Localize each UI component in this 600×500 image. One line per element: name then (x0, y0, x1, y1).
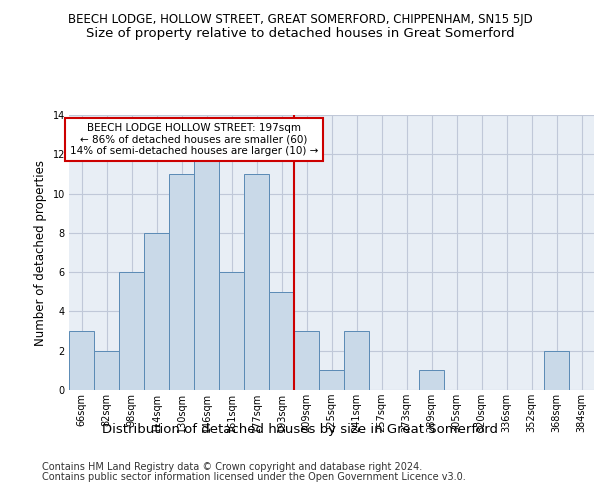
Bar (194, 154, 219, 390)
Bar (119, 272, 144, 390)
Text: Contains public sector information licensed under the Open Government Licence v3: Contains public sector information licen… (42, 472, 466, 482)
Text: Size of property relative to detached houses in Great Somerford: Size of property relative to detached ho… (86, 28, 514, 40)
Text: Distribution of detached houses by size in Great Somerford: Distribution of detached houses by size … (102, 422, 498, 436)
Bar (419, 370, 444, 390)
Bar (344, 331, 369, 390)
Bar (144, 233, 169, 390)
Text: Contains HM Land Registry data © Crown copyright and database right 2024.: Contains HM Land Registry data © Crown c… (42, 462, 422, 472)
Bar (169, 174, 194, 390)
Bar (94, 350, 119, 390)
Bar (219, 272, 244, 390)
Bar (269, 292, 294, 390)
Bar (544, 350, 569, 390)
Text: BEECH LODGE HOLLOW STREET: 197sqm
← 86% of detached houses are smaller (60)
14% : BEECH LODGE HOLLOW STREET: 197sqm ← 86% … (70, 123, 318, 156)
Y-axis label: Number of detached properties: Number of detached properties (34, 160, 47, 346)
Bar (69, 331, 94, 390)
Bar (244, 174, 269, 390)
Bar (319, 370, 344, 390)
Text: BEECH LODGE, HOLLOW STREET, GREAT SOMERFORD, CHIPPENHAM, SN15 5JD: BEECH LODGE, HOLLOW STREET, GREAT SOMERF… (68, 12, 532, 26)
Bar (294, 331, 319, 390)
